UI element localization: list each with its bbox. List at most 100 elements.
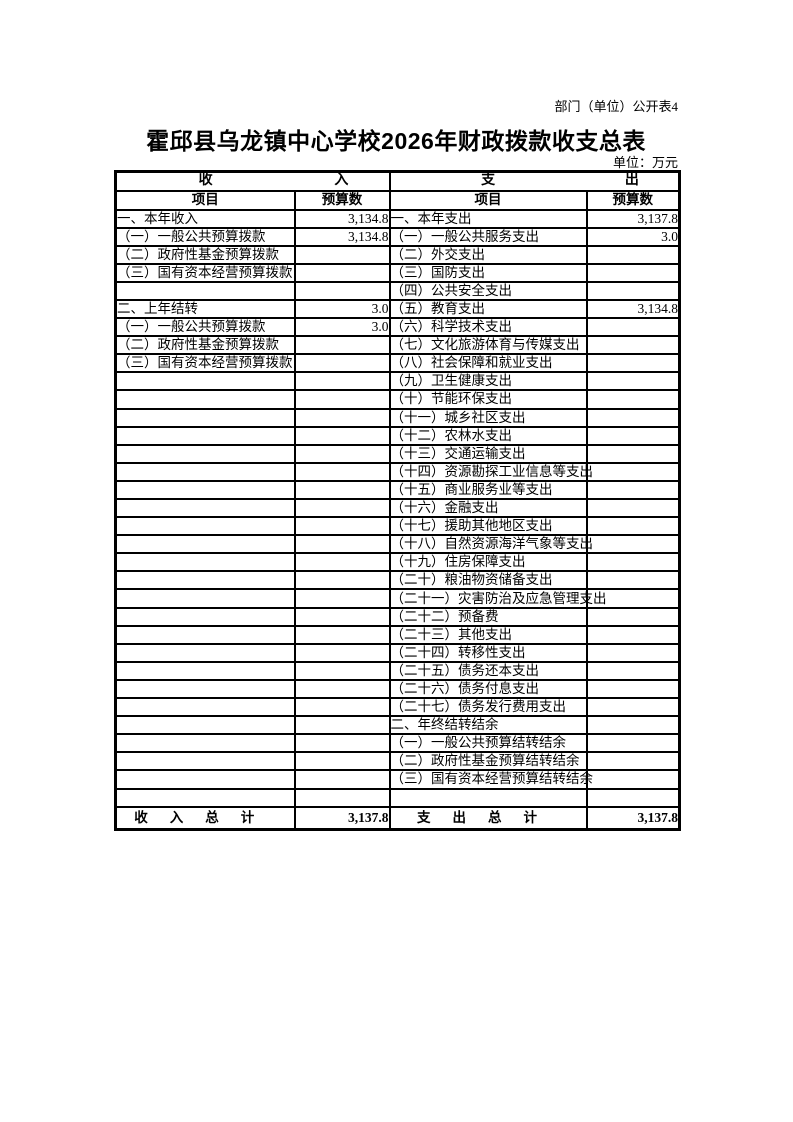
expense-group-header: 支 出 [388, 170, 681, 192]
expense-item-cell: （三）国防支出 [388, 262, 588, 283]
income-value-cell [293, 461, 391, 482]
expense-item-cell: （十三）交通运输支出 [388, 443, 588, 464]
expense-value-cell [585, 787, 681, 808]
income-value-cell [293, 280, 391, 301]
table-row: （二十三）其他支出 [114, 624, 681, 645]
income-item-cell: 一、本年收入 [114, 208, 296, 229]
table-row: （十）节能环保支出 [114, 389, 681, 410]
table-row: （一）一般公共预算结转结余 [114, 733, 681, 754]
income-item-cell [114, 570, 296, 591]
expense-item-cell: （七）文化旅游体育与传媒支出 [388, 335, 588, 356]
income-value-cell: 3,134.8 [293, 226, 391, 247]
income-value-cell [293, 660, 391, 681]
income-item-cell [114, 642, 296, 663]
expense-item-cell: （二十七）债务发行费用支出 [388, 697, 588, 718]
expense-value-cell [585, 715, 681, 736]
expense-value-cell [585, 443, 681, 464]
table-row: 二、上年结转 3.0 （五）教育支出 3,134.8 [114, 298, 681, 320]
expense-value-cell [585, 769, 681, 790]
income-value-cell [293, 443, 391, 464]
expense-value-cell [585, 353, 681, 374]
table-row: （一）一般公共预算拨款 3.0 （六）科学技术支出 [114, 317, 681, 338]
table-row: （三）国有资本经营预算结转结余 [114, 769, 681, 790]
income-item-cell: （一）一般公共预算拨款 [114, 317, 296, 338]
expense-item-cell: （三）国有资本经营预算结转结余 [388, 769, 593, 790]
table-row: 二、年终结转结余 [114, 715, 681, 736]
expense-item-cell: （二十四）转移性支出 [388, 642, 588, 663]
income-item-cell [114, 534, 296, 555]
table-row: （三）国有资本经营预算拨款 （三）国防支出 [114, 262, 681, 283]
expense-item-cell: （六）科学技术支出 [388, 317, 588, 338]
income-item-cell [114, 697, 296, 718]
budget-table-footer: 收入总计 3,137.8 支出总计 3,137.8 [114, 805, 681, 831]
income-item-cell: （一）一般公共预算拨款 [114, 226, 296, 247]
income-item-cell: （二）政府性基金预算拨款 [114, 244, 296, 265]
budget-table-body: 一、本年收入 3,134.8 一、本年支出 3,137.8 （一）一般公共预算拨款 3,1… [114, 208, 681, 808]
expense-item-cell: （二）政府性基金预算结转结余 [388, 751, 588, 772]
income-value-cell [293, 244, 391, 265]
expense-value-column-header: 预算数 [585, 189, 681, 211]
income-value-cell [293, 371, 391, 392]
expense-value-cell [585, 642, 681, 663]
expense-value-cell: 3,134.8 [585, 298, 681, 320]
income-value-cell [293, 335, 391, 356]
table-row: （十九）住房保障支出 [114, 552, 681, 573]
income-item-cell [114, 606, 296, 627]
income-item-cell [114, 678, 296, 700]
expense-value-cell [585, 407, 681, 428]
document-page: 部门（单位）公开表4 霍邱县乌龙镇中心学校2026年财政拨款收支总表 单位：万元… [114, 0, 681, 832]
income-item-cell [114, 552, 296, 573]
income-item-cell [114, 660, 296, 681]
income-item-cell [114, 751, 296, 772]
expense-value-cell [585, 516, 681, 537]
income-value-cell [293, 678, 391, 700]
expense-item-cell: （十七）援助其他地区支出 [388, 516, 588, 537]
expense-value-cell [585, 697, 681, 718]
expense-value-cell [585, 389, 681, 410]
income-value-cell: 3.0 [293, 317, 391, 338]
expense-item-cell: （四）公共安全支出 [388, 280, 588, 301]
income-value-cell [293, 479, 391, 501]
income-value-cell [293, 606, 391, 627]
table-row: （十八）自然资源海洋气象等支出 [114, 534, 681, 555]
table-row: （九）卫生健康支出 [114, 371, 681, 392]
column-header-row: 项目 预算数 项目 预算数 [114, 189, 681, 211]
expense-item-cell: （十二）农林水支出 [388, 425, 588, 446]
expense-value-cell [585, 479, 681, 501]
income-value-cell [293, 570, 391, 591]
income-group-char-2: 入 [334, 173, 349, 189]
income-value-cell [293, 715, 391, 736]
expense-total-label: 支出总计 [388, 805, 588, 831]
income-total-label: 收入总计 [114, 805, 296, 831]
income-item-cell [114, 425, 296, 446]
income-item-cell [114, 443, 296, 464]
expense-item-cell: （二十三）其他支出 [388, 624, 588, 645]
expense-item-cell: （十五）商业服务业等支出 [388, 479, 588, 501]
income-item-cell [114, 516, 296, 537]
income-value-cell [293, 769, 391, 790]
income-item-cell [114, 280, 296, 301]
income-value-cell [293, 353, 391, 374]
expense-value-cell: 3.0 [585, 226, 681, 247]
expense-value-cell: 3,137.8 [585, 208, 681, 229]
income-item-cell: （三）国有资本经营预算拨款 [114, 262, 296, 283]
income-item-cell [114, 479, 296, 501]
income-value-cell [293, 534, 391, 555]
table-row: （二十七）债务发行费用支出 [114, 697, 681, 718]
expense-item-cell: （二十五）债务还本支出 [388, 660, 588, 681]
income-value-cell [293, 389, 391, 410]
expense-item-cell: （十八）自然资源海洋气象等支出 [388, 534, 593, 555]
expense-value-cell [585, 280, 681, 301]
income-item-cell [114, 733, 296, 754]
income-value-cell [293, 697, 391, 718]
budget-table: 收 入 支 出 项目 预算数 项目 预算数 一、本年收入 3,134.8 一、本年支… [114, 170, 681, 832]
income-value-cell [293, 642, 391, 663]
expense-value-cell [585, 733, 681, 754]
income-item-cell [114, 624, 296, 645]
table-row: （四）公共安全支出 [114, 280, 681, 301]
table-row: （三）国有资本经营预算拨款 （八）社会保障和就业支出 [114, 353, 681, 374]
total-row: 收入总计 3,137.8 支出总计 3,137.8 [114, 805, 681, 831]
expense-item-cell: （十四）资源勘探工业信息等支出 [388, 461, 593, 482]
income-item-cell [114, 715, 296, 736]
income-value-cell [293, 588, 391, 609]
